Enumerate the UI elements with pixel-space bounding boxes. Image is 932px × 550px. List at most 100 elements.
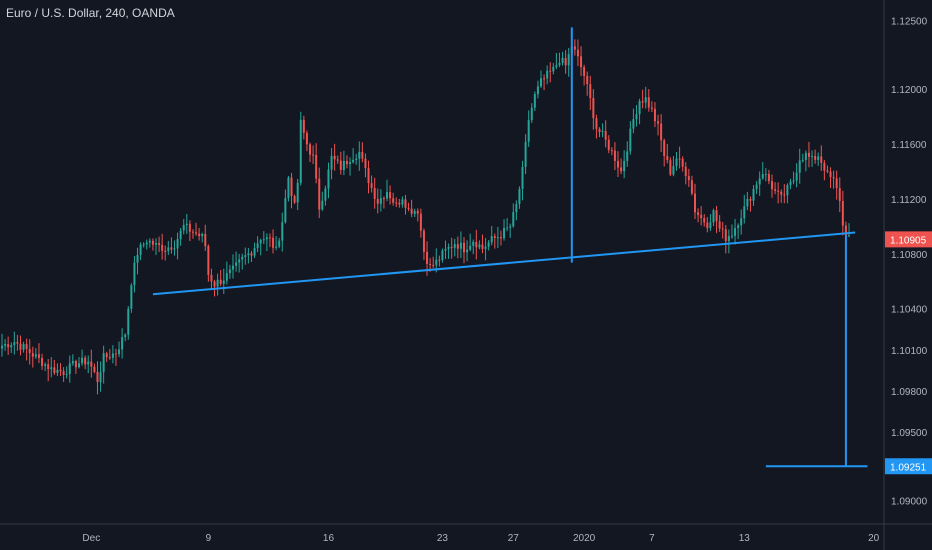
candle-body bbox=[108, 357, 111, 359]
candle-body bbox=[78, 363, 80, 368]
candle-body bbox=[410, 208, 413, 214]
candle-body bbox=[632, 119, 635, 129]
candle-body bbox=[173, 248, 176, 250]
candle-body bbox=[429, 263, 432, 266]
candle-body bbox=[792, 180, 795, 182]
candle-body bbox=[669, 160, 672, 175]
candle-body bbox=[580, 56, 583, 68]
candle-body bbox=[7, 344, 10, 348]
candle-body bbox=[379, 198, 382, 204]
candle-body bbox=[81, 357, 84, 364]
candle-body bbox=[287, 177, 290, 199]
candle-body bbox=[823, 162, 826, 171]
candle-body bbox=[265, 237, 268, 240]
candle-body bbox=[761, 174, 764, 179]
candle-body bbox=[352, 159, 355, 163]
candle-body bbox=[724, 229, 727, 242]
candle-body bbox=[435, 259, 438, 266]
chart-title: Euro / U.S. Dollar, 240, OANDA bbox=[6, 6, 175, 20]
candle-body bbox=[749, 198, 752, 201]
candle-body bbox=[740, 218, 743, 226]
candle-body bbox=[496, 237, 499, 239]
candle-body bbox=[552, 66, 555, 72]
neckline-trendline[interactable] bbox=[152, 231, 856, 296]
candle-body bbox=[499, 237, 502, 239]
candle-body bbox=[361, 151, 364, 159]
time-tick-label: Dec bbox=[82, 533, 100, 544]
candle-body bbox=[71, 361, 74, 364]
candle-body bbox=[130, 285, 133, 309]
candle-body bbox=[216, 279, 219, 287]
candle-body bbox=[820, 156, 823, 163]
price-tick-label: 1.09800 bbox=[891, 387, 928, 398]
candle-body bbox=[466, 249, 469, 253]
candle-body bbox=[663, 140, 666, 157]
candle-body bbox=[367, 168, 370, 184]
candle-body bbox=[13, 342, 16, 346]
candle-body bbox=[210, 274, 213, 282]
candle-body bbox=[838, 187, 841, 202]
candle-body bbox=[848, 235, 850, 237]
candle-body bbox=[241, 256, 244, 260]
candle-body bbox=[422, 230, 425, 252]
candle-body bbox=[487, 242, 490, 247]
candle-body bbox=[127, 308, 130, 335]
candle-body bbox=[136, 254, 139, 263]
candle-body bbox=[657, 121, 660, 124]
candle-body bbox=[50, 367, 53, 370]
candle-body bbox=[65, 374, 68, 376]
candle-body bbox=[789, 181, 792, 186]
candle-body bbox=[706, 222, 709, 229]
candle-body bbox=[364, 158, 367, 169]
candle-body bbox=[148, 240, 151, 243]
candle-body bbox=[259, 240, 262, 244]
target-price-badge bbox=[885, 458, 932, 475]
candle-body bbox=[718, 221, 721, 229]
price-tick-label: 1.11200 bbox=[891, 195, 927, 206]
price-tick-label: 1.09000 bbox=[891, 497, 928, 508]
candle-body bbox=[31, 353, 34, 357]
price-tick-label: 1.09500 bbox=[891, 428, 928, 439]
candle-body bbox=[506, 227, 509, 229]
candle-body bbox=[804, 152, 807, 160]
time-tick-label: 2020 bbox=[573, 533, 596, 544]
candle-body bbox=[567, 54, 570, 66]
candle-body bbox=[629, 128, 632, 152]
candle-body bbox=[213, 281, 216, 287]
candle-body bbox=[450, 246, 453, 248]
candle-body bbox=[811, 156, 814, 158]
candle-body bbox=[34, 354, 37, 357]
candle-body bbox=[764, 174, 767, 176]
candle-body bbox=[56, 369, 59, 373]
candle-body bbox=[195, 232, 198, 234]
candle-body bbox=[734, 228, 737, 236]
candle-body bbox=[521, 166, 524, 190]
candle-body bbox=[767, 174, 770, 182]
candle-body bbox=[167, 247, 170, 251]
candle-body bbox=[395, 202, 398, 204]
candle-body bbox=[84, 357, 87, 365]
candle-body bbox=[774, 189, 777, 191]
candle-body bbox=[114, 353, 117, 355]
candle-body bbox=[737, 225, 740, 229]
candle-body bbox=[324, 188, 327, 201]
candle-body bbox=[626, 151, 629, 161]
candle-body bbox=[493, 236, 496, 238]
candle-body bbox=[185, 223, 188, 225]
candle-body bbox=[330, 155, 333, 170]
candle-body bbox=[641, 101, 644, 103]
candle-body bbox=[382, 198, 385, 200]
candle-body bbox=[19, 343, 22, 350]
candle-body bbox=[426, 251, 429, 264]
candle-body bbox=[305, 132, 308, 145]
candle-body bbox=[509, 226, 512, 228]
candle-body bbox=[182, 224, 185, 231]
candle-body bbox=[191, 231, 194, 233]
candle-body bbox=[463, 242, 465, 253]
time-tick-label: 13 bbox=[739, 533, 751, 544]
candle-body bbox=[583, 67, 586, 76]
candle-body bbox=[272, 237, 275, 248]
candle-body bbox=[607, 139, 610, 151]
